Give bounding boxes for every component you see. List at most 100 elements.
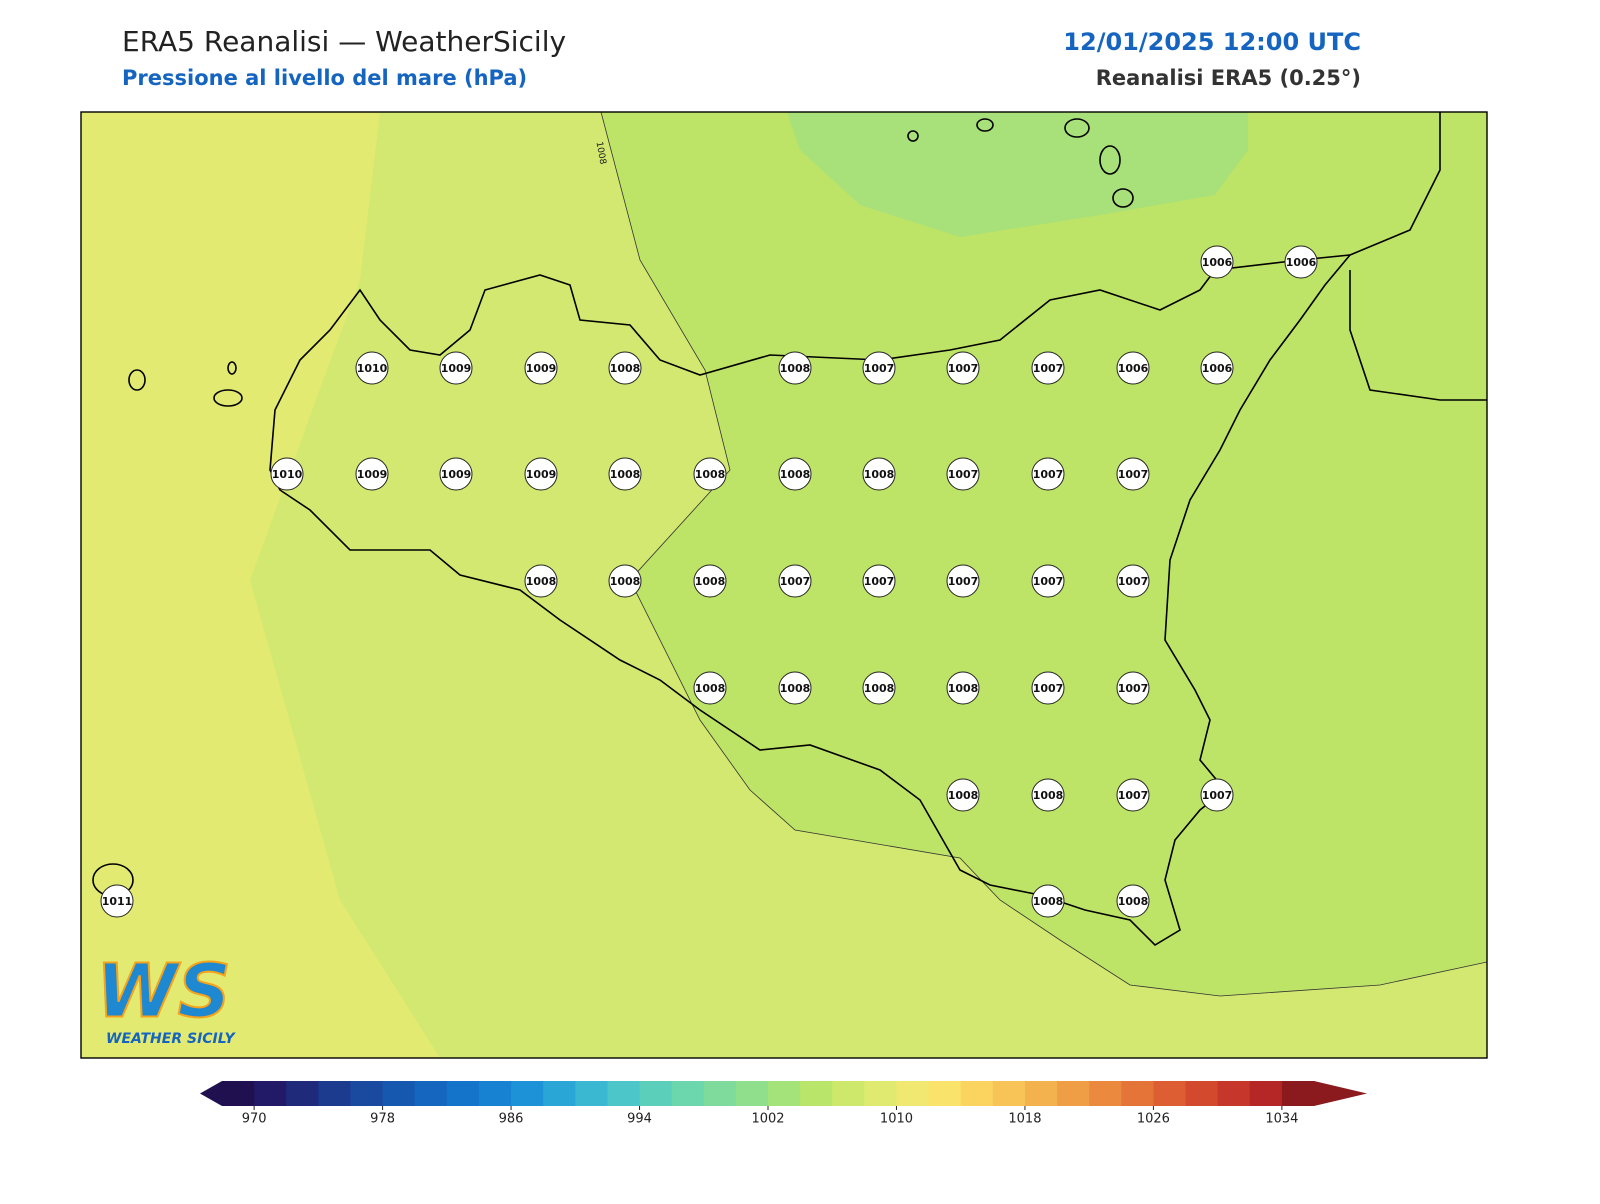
source: Reanalisi ERA5 (0.25°) xyxy=(1096,66,1361,90)
station-label: 1009 xyxy=(441,362,472,375)
colorbar-extend xyxy=(200,1081,222,1106)
station-label: 1007 xyxy=(1118,682,1149,695)
colorbar-tick-label: 1034 xyxy=(1265,1112,1298,1127)
colorbar-segment xyxy=(1057,1081,1090,1106)
colorbar-segment xyxy=(703,1081,737,1106)
station-label: 1006 xyxy=(1286,256,1317,269)
station-label: 1007 xyxy=(1118,789,1149,802)
field xyxy=(601,112,1487,996)
station-marker xyxy=(1200,778,1234,812)
station-label: 1008 xyxy=(864,468,895,481)
station-label: 1009 xyxy=(526,468,557,481)
station-label: 1007 xyxy=(948,575,979,588)
station-marker xyxy=(1031,884,1065,918)
station-label: 1007 xyxy=(948,468,979,481)
subtitle: Pressione al livello del mare (hPa) xyxy=(122,66,527,90)
field xyxy=(81,112,440,1058)
station-marker xyxy=(1031,351,1065,385)
colorbar-segment xyxy=(254,1081,287,1106)
station-label: 1008 xyxy=(695,575,726,588)
station-marker xyxy=(946,778,980,812)
station-marker xyxy=(355,457,389,491)
colorbar-segment xyxy=(768,1081,801,1106)
station-marker xyxy=(1031,564,1065,598)
station-marker xyxy=(1116,778,1150,812)
station-marker xyxy=(778,457,812,491)
colorbar-tick-label: 970 xyxy=(242,1112,267,1127)
colorbar-segment xyxy=(414,1081,448,1106)
station-marker xyxy=(1031,457,1065,491)
station-label: 1007 xyxy=(1033,468,1064,481)
station-marker xyxy=(1116,671,1150,705)
station-label: 1008 xyxy=(526,575,557,588)
map: 1008 xyxy=(81,112,1487,1058)
station-label: 1006 xyxy=(1118,362,1149,375)
station-label: 1007 xyxy=(1033,575,1064,588)
logo-text: WEATHER SICILY xyxy=(106,1031,237,1047)
colorbar-extend xyxy=(1314,1081,1367,1106)
colorbar-tick-label: 994 xyxy=(627,1112,652,1127)
station-marker xyxy=(862,351,896,385)
colorbar-tick-label: 1026 xyxy=(1137,1112,1170,1127)
colorbar-segment xyxy=(607,1081,641,1106)
station-label: 1008 xyxy=(610,575,641,588)
station-label: 1007 xyxy=(1033,682,1064,695)
isobar-label: 1008 xyxy=(594,141,608,166)
colorbar-segment xyxy=(222,1081,255,1106)
datetime: 12/01/2025 12:00 UTC xyxy=(1063,28,1361,56)
station-label: 1008 xyxy=(610,362,641,375)
stations: 1006 1006 1010 1009 1009 1008 1008 1007 1007 1007… xyxy=(100,245,1318,918)
station-label: 1007 xyxy=(864,575,895,588)
station-marker xyxy=(1200,245,1234,279)
colorbar-segment xyxy=(1281,1081,1315,1106)
colorbar-tick-label: 1002 xyxy=(751,1112,784,1127)
station-label: 1008 xyxy=(864,682,895,695)
station-label: 1011 xyxy=(102,895,133,908)
colorbar-segment xyxy=(864,1081,897,1106)
colorbar-tick-label: 978 xyxy=(370,1112,395,1127)
station-marker xyxy=(862,457,896,491)
station-marker xyxy=(524,564,558,598)
colorbar-segment xyxy=(1153,1081,1187,1106)
station-label: 1008 xyxy=(695,468,726,481)
station-label: 1008 xyxy=(1033,789,1064,802)
isobar xyxy=(600,112,1487,997)
station-label: 1008 xyxy=(780,468,811,481)
colorbar-segment xyxy=(1185,1081,1219,1106)
station-marker xyxy=(1031,671,1065,705)
station-marker xyxy=(608,351,642,385)
logo-mark: WS xyxy=(96,949,231,1035)
station-label: 1006 xyxy=(1202,256,1233,269)
colorbar-segment xyxy=(896,1081,930,1106)
colorbar-segment xyxy=(992,1081,1026,1106)
colorbar: 970 978 986 994 1002 1010 1018 1026 1034 xyxy=(200,1081,1367,1127)
colorbar-segment xyxy=(1089,1081,1122,1106)
colorbar-segment xyxy=(928,1081,962,1106)
station-marker xyxy=(862,564,896,598)
logo: WS WEATHER SICILY xyxy=(95,948,237,1048)
colorbar-segment xyxy=(960,1081,994,1106)
station-label: 1007 xyxy=(1118,468,1149,481)
colorbar-segment xyxy=(1024,1081,1058,1106)
station-label: 1009 xyxy=(441,468,472,481)
station-marker xyxy=(778,351,812,385)
colorbar-segment xyxy=(446,1081,480,1106)
station-marker xyxy=(1031,778,1065,812)
station-marker xyxy=(693,671,727,705)
station-label: 1009 xyxy=(357,468,388,481)
station-marker xyxy=(1116,457,1150,491)
station-marker xyxy=(1116,351,1150,385)
station-label: 1007 xyxy=(1118,575,1149,588)
station-label: 1008 xyxy=(610,468,641,481)
station-marker xyxy=(524,351,558,385)
colorbar-segment xyxy=(639,1081,673,1106)
station-label: 1008 xyxy=(1118,895,1149,908)
station-label: 1008 xyxy=(948,682,979,695)
station-marker xyxy=(100,884,134,918)
station-label: 1008 xyxy=(695,682,726,695)
colorbar-segment xyxy=(1217,1081,1251,1106)
station-marker xyxy=(439,351,473,385)
station-marker xyxy=(524,457,558,491)
station-marker xyxy=(355,351,389,385)
